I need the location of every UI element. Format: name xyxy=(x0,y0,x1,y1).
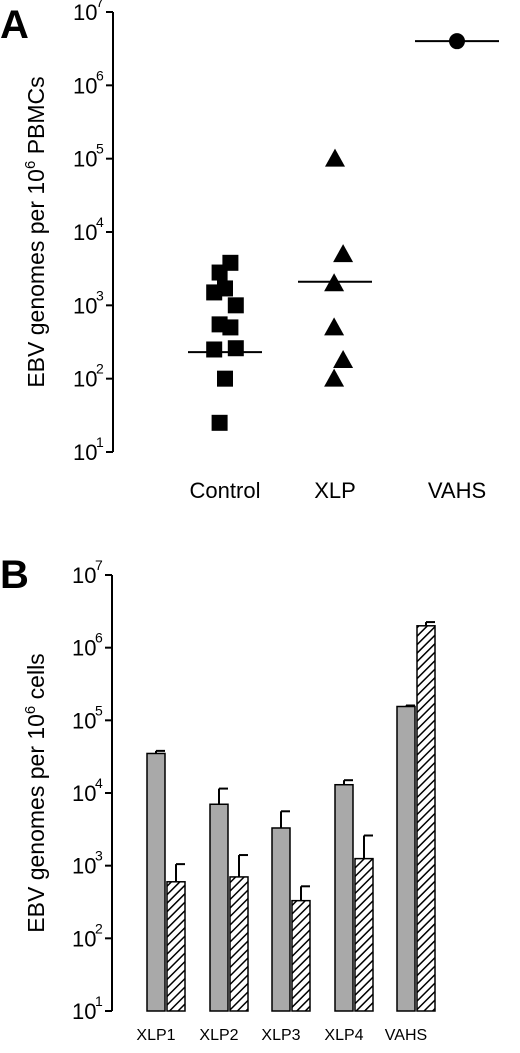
a-y-tick-label: 10 xyxy=(73,293,97,318)
b-y-tick-label: 10 xyxy=(72,563,96,588)
a-data-point-triangle xyxy=(333,244,354,263)
b-y-tick-label: 10 xyxy=(72,926,96,951)
b-y-tick-label: 10 xyxy=(72,636,96,661)
b-y-tick-label: 10 xyxy=(72,708,96,733)
a-y-tick-exponent: 1 xyxy=(96,434,104,450)
b-x-category-label: XLP3 xyxy=(261,1027,300,1044)
b-y-tick-exponent: 4 xyxy=(95,775,103,791)
a-data-point-square xyxy=(217,280,233,297)
a-y-axis-label: EBV genomes per 106 PBMCs xyxy=(22,76,49,387)
b-bar-solid-gray xyxy=(334,783,354,1012)
panel-a-letter: A xyxy=(0,3,29,47)
b-bar-hatched xyxy=(229,876,249,1012)
b-bar-hatched xyxy=(166,881,186,1012)
a-y-tick-exponent: 3 xyxy=(96,287,104,303)
b-y-tick-label: 10 xyxy=(72,781,96,806)
a-y-tick-label: 10 xyxy=(73,147,97,172)
b-y-tick-label: 10 xyxy=(72,854,96,879)
a-data-point-triangle xyxy=(324,317,345,336)
a-data-point-circle xyxy=(449,33,465,50)
b-y-tick-exponent: 5 xyxy=(95,702,103,718)
a-data-point-square xyxy=(211,414,228,431)
a-y-axis-label-end: PBMCs xyxy=(23,76,49,160)
b-bar-solid-gray xyxy=(396,705,416,1012)
a-y-tick-label: 10 xyxy=(73,367,97,392)
b-y-tick-exponent: 6 xyxy=(95,630,103,646)
b-x-category-label: XLP4 xyxy=(324,1027,363,1044)
a-y-tick-exponent: 7 xyxy=(96,0,104,10)
b-y-tick-exponent: 7 xyxy=(95,557,103,573)
a-x-category-label: VAHS xyxy=(428,478,486,503)
b-x-category-label: XLP1 xyxy=(136,1027,175,1044)
a-x-category-label: Control xyxy=(190,478,261,503)
a-data-point-triangle xyxy=(324,273,345,292)
a-data-point-square xyxy=(206,341,223,358)
a-y-tick-exponent: 4 xyxy=(96,214,104,230)
a-data-point-triangle xyxy=(325,148,345,167)
b-y-axis-label-end: cells xyxy=(23,653,49,705)
a-data-point-square xyxy=(222,319,239,336)
panel-b-letter: B xyxy=(0,553,29,597)
b-bar-hatched xyxy=(291,899,311,1012)
a-x-category-label: XLP xyxy=(314,478,356,503)
a-data-point-square xyxy=(227,340,244,357)
a-y-tick-exponent: 6 xyxy=(96,67,104,83)
b-y-tick-exponent: 2 xyxy=(95,920,103,936)
b-y-tick-exponent: 3 xyxy=(95,848,103,864)
a-y-tick-label: 10 xyxy=(73,440,97,465)
a-data-point-square xyxy=(227,297,244,314)
b-y-axis-label-text: EBV genomes per 10 xyxy=(23,714,49,933)
b-x-category-label: XLP2 xyxy=(199,1027,238,1044)
a-data-point-triangle xyxy=(324,368,345,387)
b-bar-solid-gray xyxy=(146,752,166,1012)
b-x-category-label: VAHS xyxy=(385,1027,427,1044)
a-y-tick-label: 10 xyxy=(73,73,97,98)
a-y-axis-label-text: EBV genomes per 10 xyxy=(23,169,49,388)
a-data-point-triangle xyxy=(333,349,354,368)
b-bar-solid-gray xyxy=(271,827,291,1012)
a-y-tick-label: 10 xyxy=(73,220,97,245)
b-y-tick-exponent: 1 xyxy=(95,993,103,1009)
a-y-tick-label: 10 xyxy=(73,0,97,25)
a-y-axis-label-superscript: 6 xyxy=(22,161,39,169)
a-y-tick-exponent: 5 xyxy=(96,141,104,157)
b-bar-hatched xyxy=(416,625,436,1012)
b-bar-hatched xyxy=(354,857,374,1012)
a-data-point-square xyxy=(222,254,239,271)
b-y-axis-label: EBV genomes per 106 cells xyxy=(22,653,49,932)
a-y-tick-exponent: 2 xyxy=(96,361,104,377)
b-bar-solid-gray xyxy=(209,803,229,1012)
b-y-axis-label-superscript: 6 xyxy=(22,706,39,714)
a-data-point-square xyxy=(217,370,233,387)
b-y-tick-label: 10 xyxy=(72,999,96,1024)
